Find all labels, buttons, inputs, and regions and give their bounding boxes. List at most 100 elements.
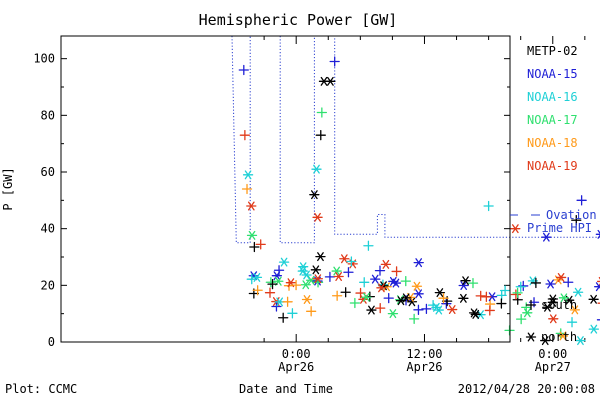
data-point bbox=[361, 292, 372, 302]
data-point bbox=[265, 277, 277, 288]
data-point bbox=[333, 272, 344, 281]
asterisk-stroke bbox=[436, 288, 444, 298]
asterisk-stroke bbox=[565, 295, 573, 305]
ovation-legend-label: Prime HPI bbox=[527, 221, 592, 235]
data-point bbox=[324, 271, 336, 283]
data-point-outlier bbox=[309, 190, 320, 200]
data-point bbox=[458, 293, 469, 303]
data-point bbox=[547, 294, 559, 304]
asterisk-stroke bbox=[595, 284, 600, 292]
data-point bbox=[548, 314, 559, 324]
data-point bbox=[460, 276, 471, 286]
asterisk-stroke bbox=[542, 232, 550, 242]
asterisk-stroke bbox=[244, 170, 252, 180]
data-point-outlier bbox=[595, 229, 600, 239]
asterisk-stroke bbox=[378, 283, 385, 293]
data-point bbox=[251, 272, 263, 282]
asterisk-stroke bbox=[448, 305, 456, 315]
asterisk-stroke bbox=[280, 257, 288, 267]
data-point bbox=[512, 287, 523, 298]
asterisk-stroke bbox=[590, 294, 597, 304]
data-point bbox=[515, 281, 526, 292]
y-axis-label: P [GW] bbox=[1, 167, 15, 210]
data-point-outlier bbox=[541, 232, 552, 242]
data-point-outlier bbox=[483, 200, 494, 212]
data-point bbox=[596, 276, 600, 286]
data-point bbox=[413, 258, 424, 268]
asterisk-stroke bbox=[303, 270, 310, 280]
data-point bbox=[387, 309, 399, 319]
asterisk-stroke bbox=[368, 305, 375, 315]
asterisk-stroke bbox=[547, 279, 554, 289]
x-tick-date: Apr26 bbox=[406, 360, 442, 374]
data-point bbox=[278, 312, 289, 323]
data-point bbox=[278, 257, 290, 267]
data-point-outlier bbox=[510, 224, 521, 234]
marker-legend-symbol bbox=[525, 332, 537, 342]
asterisk-stroke bbox=[327, 76, 334, 86]
asterisk-stroke bbox=[577, 336, 584, 346]
data-point bbox=[401, 293, 412, 303]
data-point bbox=[252, 285, 263, 296]
data-point-outlier bbox=[325, 76, 336, 86]
data-point bbox=[569, 305, 581, 315]
data-point-outlier bbox=[329, 56, 340, 67]
asterisk-stroke bbox=[571, 305, 579, 315]
data-point-outlier bbox=[246, 201, 257, 211]
data-point bbox=[370, 274, 381, 284]
data-point bbox=[388, 276, 399, 286]
marker-legend-label: north bbox=[541, 330, 577, 344]
x-tick-time: 12:00 bbox=[406, 347, 442, 361]
data-point bbox=[305, 275, 317, 285]
data-point bbox=[400, 276, 411, 287]
data-point-outlier bbox=[312, 212, 323, 222]
data-point bbox=[594, 282, 600, 292]
y-tick-label: 80 bbox=[41, 108, 55, 122]
data-point bbox=[301, 295, 313, 305]
data-point bbox=[421, 303, 432, 315]
satellite-measurements bbox=[246, 230, 600, 346]
asterisk-stroke bbox=[389, 276, 397, 286]
highlighted-measurements bbox=[238, 56, 600, 242]
data-point bbox=[555, 272, 567, 282]
data-point bbox=[447, 305, 458, 315]
marker-legend-label: south bbox=[541, 298, 577, 312]
asterisk-stroke bbox=[314, 274, 322, 284]
data-point bbox=[246, 274, 257, 285]
data-point bbox=[287, 308, 298, 319]
data-point bbox=[374, 265, 386, 276]
plot-frame bbox=[60, 35, 511, 343]
asterisk-stroke bbox=[470, 308, 478, 318]
data-point bbox=[557, 331, 569, 341]
data-point bbox=[458, 281, 469, 290]
asterisk-stroke bbox=[333, 266, 341, 276]
asterisk-stroke bbox=[311, 190, 318, 200]
y-tick-label: 20 bbox=[41, 278, 55, 292]
data-point bbox=[331, 290, 343, 301]
data-point bbox=[540, 336, 551, 346]
data-point bbox=[331, 266, 342, 276]
asterisk-stroke bbox=[523, 308, 531, 318]
data-point bbox=[530, 277, 542, 289]
data-point bbox=[558, 293, 570, 303]
asterisk-stroke bbox=[415, 289, 422, 299]
data-point bbox=[380, 259, 392, 269]
data-point bbox=[588, 324, 599, 334]
asterisk-stroke bbox=[557, 272, 565, 282]
plot-timestamp: 2012/04/28 20:00:08 bbox=[458, 382, 595, 396]
ovation-legend-label: Ovation bbox=[546, 208, 597, 222]
asterisk-stroke bbox=[590, 324, 598, 334]
data-point bbox=[468, 308, 480, 318]
data-point bbox=[310, 265, 321, 275]
legend-entry: NOAA-19 bbox=[527, 159, 578, 173]
data-point bbox=[359, 277, 370, 288]
data-point bbox=[346, 256, 357, 267]
data-point bbox=[246, 230, 258, 240]
asterisk-stroke bbox=[549, 297, 557, 307]
asterisk-stroke bbox=[460, 281, 468, 290]
y-tick-label: 0 bbox=[48, 335, 55, 349]
data-point bbox=[255, 239, 266, 250]
data-point bbox=[438, 293, 449, 304]
data-point bbox=[315, 252, 326, 262]
